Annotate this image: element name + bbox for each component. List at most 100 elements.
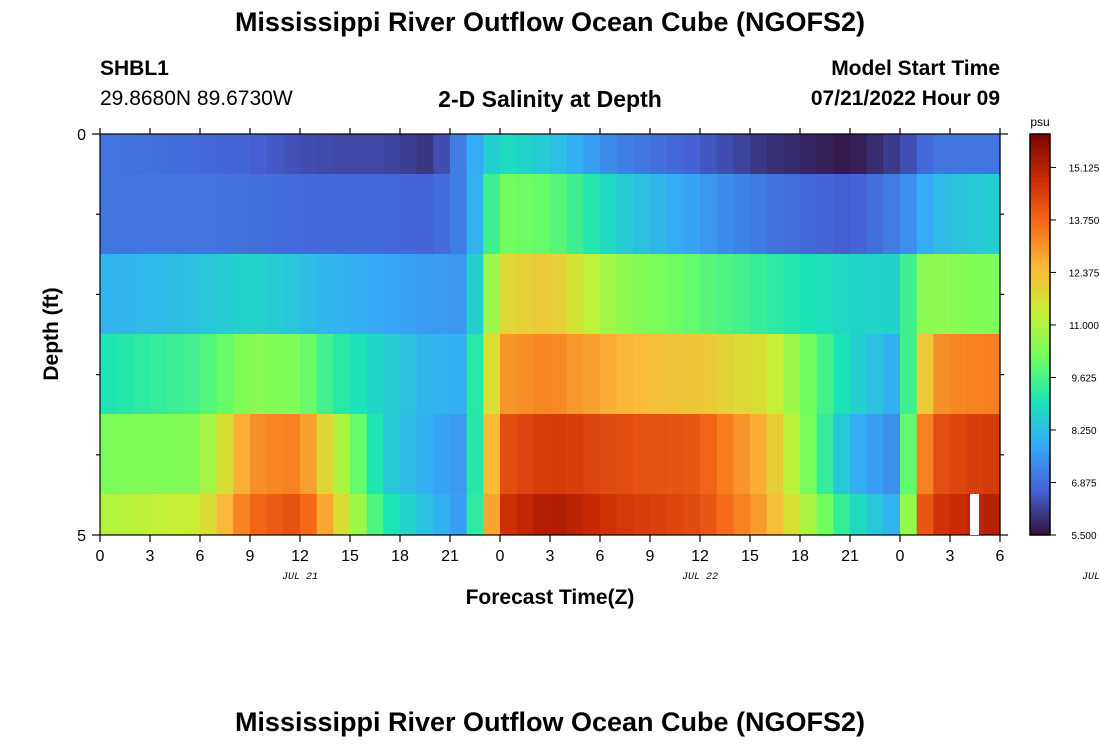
heatmap-cell — [700, 134, 718, 174]
heatmap-cell — [933, 174, 951, 254]
heatmap-cell — [933, 334, 951, 414]
heatmap-cell — [816, 174, 834, 254]
heatmap-cell — [283, 494, 301, 535]
colorbar-tick-label: 12.375 — [1069, 268, 1100, 279]
heatmap-cell — [683, 494, 701, 535]
heatmap-cell — [900, 494, 918, 535]
y-axis-label: Depth (ft) — [40, 287, 63, 380]
heatmap-cell — [483, 254, 501, 334]
heatmap-cell — [433, 174, 451, 254]
heatmap-cell — [750, 334, 768, 414]
heatmap-cell — [200, 174, 218, 254]
heatmap-cell — [283, 414, 301, 494]
heatmap-cell — [250, 174, 268, 254]
heatmap-cell — [883, 494, 901, 535]
heatmap-cell — [883, 134, 901, 174]
heatmap-cell — [983, 334, 1001, 414]
colorbar: psu 15.125 13.750 12.375 11.000 9.625 8.250 6.… — [1029, 115, 1100, 542]
heatmap-cell — [316, 494, 334, 535]
heatmap-cell — [300, 174, 318, 254]
heatmap-cell — [216, 134, 234, 174]
heatmap-cell — [800, 254, 818, 334]
heatmap-cell — [733, 334, 751, 414]
heatmap-cell — [183, 414, 201, 494]
heatmap-cell — [766, 174, 784, 254]
heatmap-cell — [983, 134, 1001, 174]
heatmap-cell — [933, 254, 951, 334]
heatmap-cell — [216, 494, 234, 535]
heatmap-cell — [416, 334, 434, 414]
heatmap-cell — [866, 494, 884, 535]
heatmap-cell — [250, 254, 268, 334]
heatmap-cell — [250, 334, 268, 414]
heatmap-cell — [883, 334, 901, 414]
x-tick-label: 3 — [946, 548, 955, 565]
heatmap-cell — [316, 174, 334, 254]
heatmap-cell — [850, 134, 868, 174]
y-tick-label: 0 — [77, 127, 86, 144]
heatmap-cell — [183, 134, 201, 174]
heatmap-cell — [133, 334, 151, 414]
heatmap-cell — [333, 174, 351, 254]
colorbar-tick-label: 6.875 — [1071, 478, 1096, 489]
heatmap-cell — [650, 334, 668, 414]
heatmap-cell — [316, 134, 334, 174]
heatmap-cell — [266, 254, 284, 334]
heatmap-cell — [800, 494, 818, 535]
heatmap-cell — [533, 174, 551, 254]
y-tick-label: 5 — [77, 528, 86, 545]
heatmap-cell — [433, 334, 451, 414]
heatmap-cell — [300, 134, 318, 174]
heatmap-cell — [966, 174, 984, 254]
heatmap-cell — [416, 254, 434, 334]
x-tick-label: 18 — [791, 548, 809, 565]
heatmap-cell — [383, 174, 401, 254]
heatmap-cell — [666, 414, 684, 494]
heatmap-cell — [600, 174, 618, 254]
heatmap-cell — [616, 254, 634, 334]
heatmap-cell — [133, 174, 151, 254]
heatmap-cell — [116, 334, 134, 414]
heatmap-cell — [600, 414, 618, 494]
heatmap-cell — [900, 134, 918, 174]
heatmap-cell — [100, 134, 118, 174]
heatmap-cell — [816, 134, 834, 174]
station-coordinates: 29.8680N 89.6730W — [100, 87, 293, 110]
heatmap-cell — [950, 334, 968, 414]
heatmap-cell — [183, 494, 201, 535]
heatmap-cell — [500, 414, 518, 494]
heatmap-cell — [883, 414, 901, 494]
heatmap-cell — [650, 134, 668, 174]
heatmap-cell — [300, 254, 318, 334]
heatmap-cell — [683, 134, 701, 174]
heatmap-cell — [200, 134, 218, 174]
heatmap-cell — [833, 334, 851, 414]
heatmap-cell — [550, 334, 568, 414]
x-tick-label: 3 — [546, 548, 555, 565]
heatmap-cell — [450, 254, 468, 334]
heatmap-cell — [100, 494, 118, 535]
heatmap-cell — [300, 334, 318, 414]
heatmap-cell — [600, 254, 618, 334]
x-axis-label: Forecast Time(Z) — [466, 586, 635, 609]
x-date-label: JUL 22 — [682, 572, 718, 583]
heatmap-cell — [166, 414, 184, 494]
heatmap-cell — [150, 334, 168, 414]
heatmap-cell — [383, 334, 401, 414]
model-start-value: 07/21/2022 Hour 09 — [810, 87, 1000, 110]
heatmap-cell — [900, 414, 918, 494]
heatmap-cell — [650, 174, 668, 254]
heatmap-cell — [583, 414, 601, 494]
heatmap-cell — [183, 174, 201, 254]
heatmap-cell — [350, 494, 368, 535]
heatmap-cell — [400, 334, 418, 414]
heatmap-cell — [483, 414, 501, 494]
heatmap-cell — [950, 254, 968, 334]
heatmap-cell — [550, 414, 568, 494]
heatmap-cell — [683, 254, 701, 334]
heatmap-cell — [600, 134, 618, 174]
heatmap-cell — [766, 254, 784, 334]
station-id: SHBL1 — [100, 57, 169, 80]
heatmap-cell — [600, 494, 618, 535]
